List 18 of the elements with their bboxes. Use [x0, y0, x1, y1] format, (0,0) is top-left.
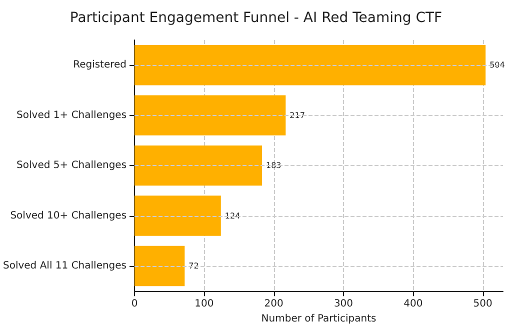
bar	[134, 246, 185, 286]
x-tick-label: 200	[264, 298, 284, 310]
bar	[134, 45, 486, 86]
bar	[134, 145, 262, 186]
x-tick-label: 100	[194, 298, 214, 310]
y-tick-label: Solved 10+ Challenges	[10, 210, 127, 222]
x-tick-label: 0	[131, 298, 138, 310]
x-tick-label: 500	[473, 298, 492, 310]
bar	[134, 95, 286, 136]
chart-title: Participant Engagement Funnel - AI Red Teaming CTF	[70, 10, 442, 26]
y-tick-label: Solved 5+ Challenges	[16, 160, 127, 172]
bar	[134, 196, 221, 236]
x-tick-label: 400	[404, 298, 423, 310]
y-tick-label: Solved 1+ Challenges	[16, 110, 127, 121]
x-axis-title: Number of Participants	[261, 314, 376, 324]
x-tick-label: 300	[334, 298, 354, 310]
y-tick-label: Registered	[73, 60, 127, 71]
y-tick-label: Solved All 11 Challenges	[2, 260, 127, 272]
